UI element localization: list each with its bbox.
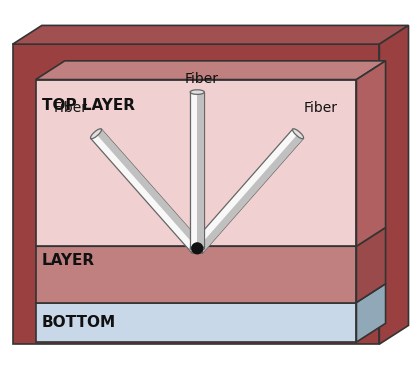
Polygon shape <box>357 284 386 342</box>
Polygon shape <box>35 61 386 80</box>
Polygon shape <box>96 129 203 248</box>
Polygon shape <box>35 284 386 303</box>
Text: Fiber: Fiber <box>184 72 219 86</box>
Text: BOTTOM: BOTTOM <box>42 315 116 330</box>
Polygon shape <box>90 129 203 253</box>
Polygon shape <box>357 227 386 303</box>
Text: TOP LAYER: TOP LAYER <box>42 98 135 114</box>
Text: Fiber: Fiber <box>54 101 88 115</box>
Polygon shape <box>35 80 357 246</box>
Text: LAYER: LAYER <box>42 253 95 268</box>
Ellipse shape <box>190 246 204 251</box>
Polygon shape <box>35 246 357 303</box>
Ellipse shape <box>192 243 203 253</box>
Polygon shape <box>197 92 204 248</box>
Polygon shape <box>35 303 357 342</box>
Circle shape <box>192 243 203 254</box>
Ellipse shape <box>190 90 204 94</box>
Ellipse shape <box>192 243 203 253</box>
Polygon shape <box>197 134 304 253</box>
Polygon shape <box>192 129 304 253</box>
Polygon shape <box>13 44 379 344</box>
Ellipse shape <box>293 129 304 139</box>
Polygon shape <box>13 26 409 44</box>
Polygon shape <box>35 227 386 246</box>
Polygon shape <box>379 26 409 344</box>
Ellipse shape <box>90 129 101 139</box>
Text: Fiber: Fiber <box>304 101 338 115</box>
Polygon shape <box>357 61 386 246</box>
Polygon shape <box>190 92 204 248</box>
